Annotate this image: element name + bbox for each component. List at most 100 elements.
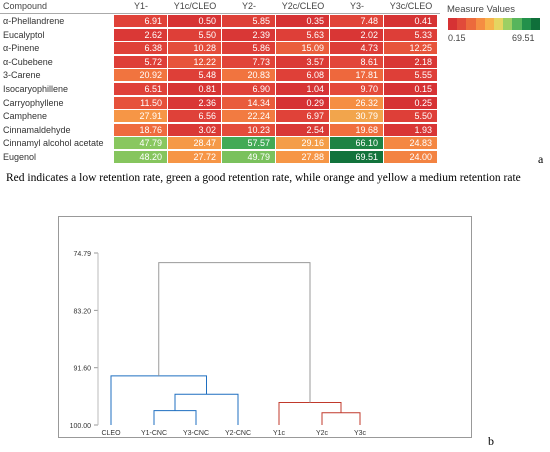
- heatmap-cell: 1.93: [384, 123, 437, 136]
- heatmap-cell: 2.39: [222, 28, 275, 41]
- heatmap-cell: 0.35: [276, 15, 329, 27]
- leaf-label: Y3c: [354, 430, 367, 437]
- row-label: Isocaryophillene: [3, 84, 69, 94]
- dendrogram-link: [110, 375, 207, 425]
- row-label: Carryophyllene: [3, 97, 64, 108]
- heatmap-cell: 47.79: [114, 137, 167, 150]
- leaf-label: Y2-CNC: [225, 430, 251, 437]
- heatmap-cell: 9.70: [330, 83, 383, 95]
- column-header: Y3-CNC/CLEO: [334, 1, 381, 24]
- heatmap-cell: 5.72: [114, 55, 167, 68]
- heatmap-corner-label: Compound: [3, 1, 48, 11]
- leaf-label: Y1-CNC: [141, 430, 167, 437]
- dendrogram-link: [174, 393, 239, 425]
- legend-color-scale: [448, 18, 541, 30]
- heatmap-cell: 19.68: [330, 123, 383, 136]
- heatmap-cell: 3.02: [168, 123, 221, 136]
- heatmap-cell: 6.51: [114, 83, 167, 95]
- heatmap-cell: 7.73: [222, 55, 275, 68]
- row-label: α-Phellandrene: [3, 16, 65, 26]
- heatmap-cell: 2.62: [114, 28, 167, 41]
- legend-max: 69.51: [512, 33, 535, 43]
- legend-swatch: [466, 18, 476, 30]
- heatmap-cell: 1.04: [276, 83, 329, 95]
- heatmap-cell: 15.09: [276, 42, 329, 55]
- column-header: Y2-CNC/CLEO: [226, 1, 273, 24]
- leaf-label: Y2c: [316, 430, 329, 437]
- heatmap-cell: 2.54: [276, 123, 329, 136]
- panel-label-a: a: [538, 152, 544, 166]
- heatmap-cell: 2.36: [168, 96, 221, 109]
- heatmap-cell: 0.15: [384, 83, 437, 95]
- heatmap-cell: 24.00: [384, 151, 437, 163]
- heatmap-cell: 27.88: [276, 151, 329, 163]
- y-tick-label: 91.60: [73, 366, 91, 373]
- heatmap-cell: 69.51: [330, 151, 383, 163]
- heatmap-cell: 3.57: [276, 55, 329, 68]
- legend-min: 0.15: [448, 33, 466, 43]
- header-divider: [0, 13, 440, 14]
- row-label: α-Pinene: [3, 43, 40, 54]
- heatmap-cell: 0.25: [384, 96, 437, 109]
- legend-swatch: [457, 18, 467, 30]
- legend-swatch: [521, 18, 531, 30]
- legend-swatch: [503, 18, 513, 30]
- heatmap-cell: 57.57: [222, 137, 275, 150]
- heatmap-cell: 48.20: [114, 151, 167, 163]
- heatmap-cell: 11.50: [114, 96, 167, 109]
- heatmap-cell: 27.91: [114, 110, 167, 123]
- leaf-label: Y1c: [273, 430, 286, 437]
- heatmap-cell: 20.83: [222, 69, 275, 82]
- heatmap-cell: 26.32: [330, 96, 383, 109]
- heatmap-cell: 8.61: [330, 55, 383, 68]
- column-header: Y1c/CLEO: [173, 1, 217, 11]
- heatmap-cell: 5.50: [384, 110, 437, 123]
- retention-heatmap: Compound Y1-CNC/CLEO Y1c/CLEO Y2-CNC/CLEO Y2…: [0, 0, 440, 166]
- heatmap-cell: 5.55: [384, 69, 437, 82]
- heatmap-cell: 2.02: [330, 28, 383, 41]
- heatmap-cell: 49.79: [222, 151, 275, 163]
- column-header: Y1-CNC/CLEO: [118, 1, 165, 24]
- legend-swatch: [484, 18, 495, 30]
- heatmap-cell: 17.81: [330, 69, 383, 82]
- heatmap-cell: 27.72: [168, 151, 221, 163]
- panel-label-b: b: [488, 434, 494, 448]
- heatmap-cell: 18.76: [114, 123, 167, 136]
- heatmap-cell: 5.50: [168, 28, 221, 41]
- legend-swatch: [494, 18, 504, 30]
- heatmap-cell: 0.41: [384, 15, 437, 27]
- heatmap-cell: 5.86: [222, 42, 275, 55]
- heatmap-cell: 5.48: [168, 69, 221, 82]
- row-label: Cinnamaldehyde: [3, 124, 71, 135]
- legend-swatch: [475, 18, 485, 30]
- heatmap-cell: 12.25: [384, 42, 437, 55]
- heatmap-cell: 20.92: [114, 69, 167, 82]
- heatmap-cell: 6.97: [276, 110, 329, 123]
- dendrogram-chart: 74.79 83.20 91.60 100.00 CLEO Y1-CNC Y3-CNC Y2-…: [58, 216, 472, 438]
- heatmap-cell: 5.85: [222, 15, 275, 27]
- heatmap-cell: 0.29: [276, 96, 329, 109]
- row-label: α-Cubebene: [3, 56, 53, 67]
- heatmap-cell: 5.63: [276, 28, 329, 41]
- heatmap-cell: 30.79: [330, 110, 383, 123]
- legend-swatch: [512, 18, 522, 30]
- heatmap-cell: 6.91: [114, 15, 167, 27]
- y-tick-label: 83.20: [73, 308, 91, 315]
- heatmap-cell: 0.81: [168, 83, 221, 95]
- row-label: 3-Carene: [3, 70, 41, 81]
- heatmap-cell: 10.23: [222, 123, 275, 136]
- row-label: Camphene: [3, 111, 48, 122]
- figure-caption: Red indicates a low retention rate, gree…: [6, 172, 521, 184]
- heatmap-cell: 12.22: [168, 55, 221, 68]
- heatmap-cell: 6.38: [114, 42, 167, 55]
- column-header: Y2c/CLEO: [281, 1, 325, 11]
- column-header: Y3c/CLEO: [389, 1, 433, 11]
- dendrogram-link: [158, 262, 311, 403]
- heatmap-cell: 6.56: [168, 110, 221, 123]
- row-label: Eucalyptol: [3, 29, 45, 40]
- heatmap-cell: 14.34: [222, 96, 275, 109]
- heatmap-cell: 10.28: [168, 42, 221, 55]
- row-label: Eugenol: [3, 152, 37, 162]
- heatmap-cell: 24.83: [384, 137, 437, 150]
- heatmap-cell: 66.10: [330, 137, 383, 150]
